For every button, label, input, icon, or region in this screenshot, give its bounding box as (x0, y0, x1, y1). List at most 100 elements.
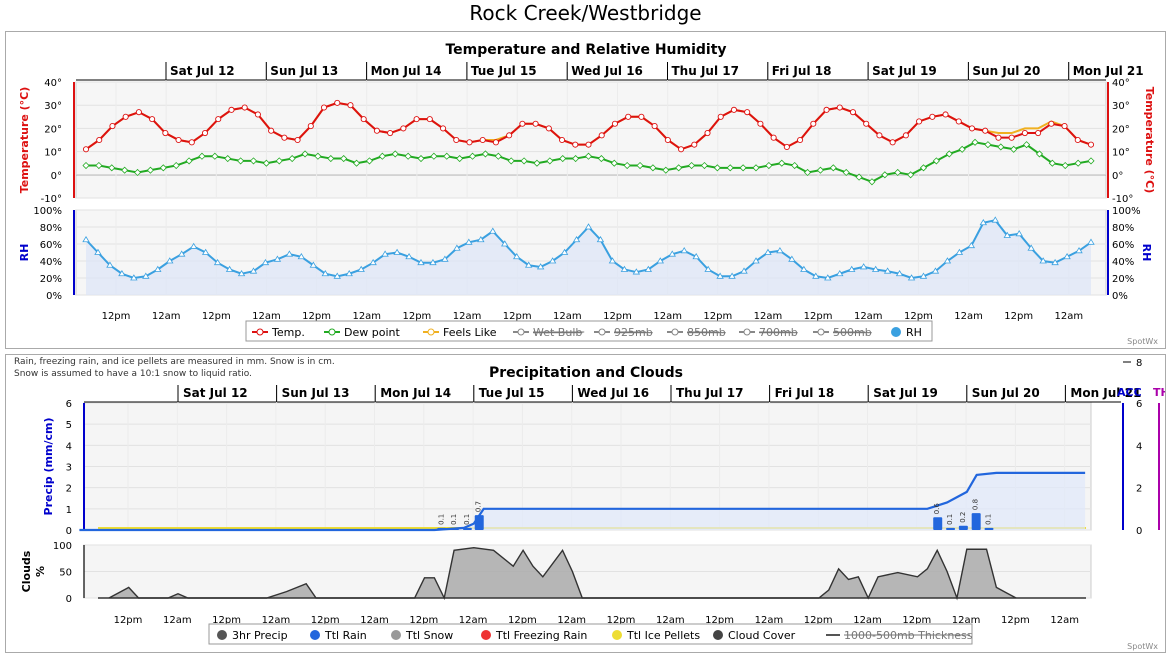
legend-swatch-dot (391, 630, 401, 640)
rh-point (728, 272, 736, 279)
hour-label: 12pm (503, 311, 532, 322)
precip-bar-label: 0.1 (450, 514, 458, 525)
dew-point-point (121, 166, 129, 174)
dew-point-point (533, 159, 541, 167)
legend-item-700mb: 700mb (739, 326, 798, 339)
temp-point (532, 120, 539, 127)
dew-point-point (404, 152, 412, 160)
precip-bar (437, 527, 447, 530)
rh-tick-right: 40% (1112, 257, 1134, 268)
dew-point-point (1061, 161, 1069, 170)
dew-point-point (520, 157, 528, 165)
temp-point (400, 125, 407, 132)
temp-point (268, 127, 275, 134)
temp-point (281, 134, 288, 141)
dew-point-point (958, 145, 966, 153)
dew-point-point (907, 171, 915, 179)
rh-point (644, 265, 653, 272)
hour-label: 12pm (202, 311, 231, 322)
rh-point (1087, 238, 1095, 245)
dew-point-point (237, 157, 245, 165)
cloud-tick: 0 (66, 594, 72, 605)
day-label: Fri Jul 18 (775, 386, 835, 400)
hour-label: 12pm (1001, 615, 1030, 626)
rh-point (943, 257, 952, 264)
temp-point (559, 136, 566, 144)
note-line-1: Rain, freezing rain, and ice pellets are… (14, 357, 335, 367)
legend-swatch-marker (598, 328, 606, 336)
temp-tick-left: 0° (51, 171, 62, 182)
hour-label: 12pm (902, 615, 931, 626)
rh-point (704, 265, 712, 272)
rh-point (489, 227, 497, 234)
legend-swatch-marker (743, 328, 751, 336)
rh-point (1063, 252, 1071, 260)
day-label: Sat Jul 19 (873, 386, 938, 400)
temp-point (413, 116, 420, 123)
day-label: Fri Jul 18 (772, 64, 832, 78)
rh-point (381, 250, 389, 257)
dew-point-point (868, 178, 876, 186)
temp-point (1087, 141, 1095, 148)
dew-point-point (133, 168, 142, 177)
rh-point (106, 261, 114, 268)
dew-point-point (584, 152, 593, 160)
temp-point (334, 99, 341, 106)
day-label: Sat Jul 19 (872, 64, 937, 78)
temp-point (691, 141, 698, 148)
temp-point (611, 120, 618, 127)
temp-point (82, 146, 90, 153)
acc-tick: 6 (1136, 399, 1142, 410)
dew-point-point (752, 164, 760, 172)
rh-tick-left: 100% (33, 206, 62, 217)
hour-label: 12pm (402, 311, 431, 322)
temp-point (188, 139, 195, 146)
hour-label: 12am (1050, 615, 1079, 626)
dew-point-point (108, 164, 116, 172)
rh-point (967, 241, 976, 249)
hour-label: 12pm (409, 615, 438, 626)
precipitation-clouds-panel: Rain, freezing rain, and ice pellets are… (5, 354, 1166, 653)
temp-tick-left: 20° (44, 124, 62, 135)
temp-point (320, 104, 328, 111)
legend-item-500mb: 500mb (813, 326, 872, 339)
rh-point (584, 223, 593, 230)
temp-point (664, 136, 671, 144)
rh-point (477, 235, 485, 243)
temp-point (889, 139, 896, 146)
rh-point (465, 238, 473, 245)
temp-point (982, 127, 989, 134)
rh-point (357, 265, 365, 272)
temp-tick-left: 10° (44, 148, 62, 159)
legend-label: Feels Like (443, 326, 497, 339)
bottom-chart-title: Precipitation and Clouds (489, 365, 683, 381)
dew-point-point (816, 166, 824, 174)
dew-point-point (572, 154, 580, 163)
rh-point (441, 255, 449, 262)
hour-label: 12am (360, 615, 389, 626)
hour-label: 12pm (114, 615, 143, 626)
legend-label: Cloud Cover (728, 629, 796, 642)
legend-swatch-marker (328, 328, 336, 336)
acc-top-tick: 8 (1136, 358, 1142, 369)
rh-point (501, 240, 509, 247)
day-label: Mon Jul 21 (1070, 386, 1141, 400)
hour-label: 12am (557, 615, 586, 626)
legend-swatch-marker (517, 328, 525, 336)
temperature-humidity-panel: Temperature and Relative Humidity Sat Jul… (5, 31, 1166, 349)
dew-point-point (971, 138, 979, 146)
top-legend-box (245, 320, 933, 342)
rh-point (560, 248, 569, 255)
dew-point-point (662, 166, 670, 174)
temp-point (228, 106, 235, 113)
legend-swatch-marker (256, 328, 264, 336)
precip-bar (450, 527, 460, 530)
precip-tick: 6 (66, 399, 72, 410)
rh-point (297, 252, 306, 260)
dew-point-point (932, 157, 940, 165)
rh-point (333, 272, 341, 279)
temp-point (783, 143, 790, 151)
rh-point (800, 265, 808, 272)
dew-point-point (468, 152, 477, 160)
temp-point (307, 123, 314, 130)
